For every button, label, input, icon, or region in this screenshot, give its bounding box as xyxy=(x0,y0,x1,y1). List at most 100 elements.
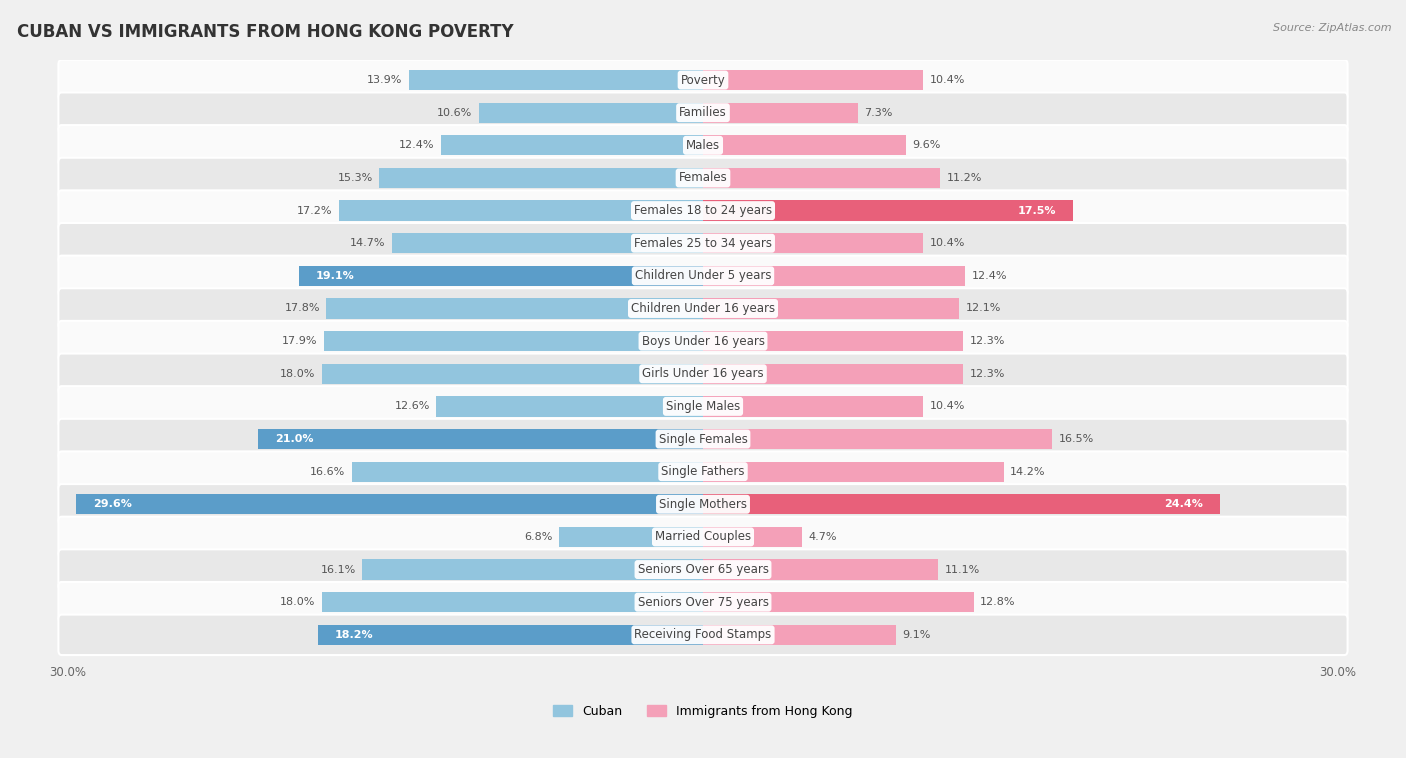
Text: 17.5%: 17.5% xyxy=(1018,205,1056,215)
Text: 18.2%: 18.2% xyxy=(335,630,373,640)
Text: Children Under 16 years: Children Under 16 years xyxy=(631,302,775,315)
Bar xyxy=(703,331,963,351)
Text: 9.1%: 9.1% xyxy=(903,630,931,640)
Text: Children Under 5 years: Children Under 5 years xyxy=(634,269,772,283)
Text: 21.0%: 21.0% xyxy=(276,434,314,444)
Text: Single Fathers: Single Fathers xyxy=(661,465,745,478)
FancyBboxPatch shape xyxy=(59,288,1347,329)
Bar xyxy=(703,70,924,90)
FancyBboxPatch shape xyxy=(59,582,1347,622)
Text: 30.0%: 30.0% xyxy=(1320,666,1357,679)
Text: Receiving Food Stamps: Receiving Food Stamps xyxy=(634,628,772,641)
FancyBboxPatch shape xyxy=(59,550,1347,590)
Bar xyxy=(703,233,924,253)
Bar xyxy=(703,429,1052,449)
Text: 18.0%: 18.0% xyxy=(280,597,315,607)
Text: 17.2%: 17.2% xyxy=(297,205,333,215)
Text: 16.1%: 16.1% xyxy=(321,565,356,575)
Text: 10.6%: 10.6% xyxy=(437,108,472,117)
Text: Seniors Over 75 years: Seniors Over 75 years xyxy=(637,596,769,609)
FancyBboxPatch shape xyxy=(59,92,1347,133)
FancyBboxPatch shape xyxy=(59,190,1347,231)
Text: 6.8%: 6.8% xyxy=(524,532,553,542)
Bar xyxy=(703,102,858,123)
Bar xyxy=(703,299,959,318)
Text: 19.1%: 19.1% xyxy=(315,271,354,281)
Bar xyxy=(380,168,703,188)
Text: Single Males: Single Males xyxy=(666,400,740,413)
Bar xyxy=(703,364,963,384)
Text: Seniors Over 65 years: Seniors Over 65 years xyxy=(637,563,769,576)
Text: Families: Families xyxy=(679,106,727,119)
Bar xyxy=(322,592,703,612)
Bar xyxy=(703,462,1004,482)
FancyBboxPatch shape xyxy=(59,255,1347,296)
Bar xyxy=(409,70,703,90)
Bar xyxy=(703,494,1219,515)
Text: Single Mothers: Single Mothers xyxy=(659,498,747,511)
Bar xyxy=(703,135,907,155)
FancyBboxPatch shape xyxy=(59,418,1347,459)
Text: Females 25 to 34 years: Females 25 to 34 years xyxy=(634,236,772,249)
Text: 13.9%: 13.9% xyxy=(367,75,402,85)
Bar xyxy=(363,559,703,580)
FancyBboxPatch shape xyxy=(59,125,1347,165)
Text: 11.2%: 11.2% xyxy=(946,173,981,183)
Bar xyxy=(298,266,703,286)
FancyBboxPatch shape xyxy=(59,353,1347,394)
Bar xyxy=(318,625,703,645)
Text: 12.4%: 12.4% xyxy=(972,271,1007,281)
Legend: Cuban, Immigrants from Hong Kong: Cuban, Immigrants from Hong Kong xyxy=(548,700,858,723)
Text: 18.0%: 18.0% xyxy=(280,368,315,379)
Text: Poverty: Poverty xyxy=(681,74,725,86)
Bar xyxy=(326,299,703,318)
Text: Boys Under 16 years: Boys Under 16 years xyxy=(641,334,765,348)
FancyBboxPatch shape xyxy=(59,321,1347,362)
Bar xyxy=(703,625,896,645)
Bar xyxy=(703,200,1073,221)
Bar xyxy=(436,396,703,416)
Text: 12.3%: 12.3% xyxy=(970,336,1005,346)
Text: 30.0%: 30.0% xyxy=(49,666,86,679)
Text: 12.3%: 12.3% xyxy=(970,368,1005,379)
Text: 12.6%: 12.6% xyxy=(395,402,430,412)
Bar xyxy=(703,527,803,547)
Text: 11.1%: 11.1% xyxy=(945,565,980,575)
Text: Married Couples: Married Couples xyxy=(655,531,751,543)
Text: Females 18 to 24 years: Females 18 to 24 years xyxy=(634,204,772,217)
Bar xyxy=(322,364,703,384)
Text: 10.4%: 10.4% xyxy=(929,238,965,248)
FancyBboxPatch shape xyxy=(59,386,1347,427)
Bar xyxy=(392,233,703,253)
Text: 12.1%: 12.1% xyxy=(966,303,1001,314)
Bar xyxy=(440,135,703,155)
Text: 12.4%: 12.4% xyxy=(399,140,434,150)
Bar xyxy=(703,168,941,188)
Text: 16.5%: 16.5% xyxy=(1059,434,1094,444)
Text: Girls Under 16 years: Girls Under 16 years xyxy=(643,368,763,381)
Bar xyxy=(560,527,703,547)
FancyBboxPatch shape xyxy=(59,158,1347,198)
FancyBboxPatch shape xyxy=(59,517,1347,557)
Bar xyxy=(259,429,703,449)
FancyBboxPatch shape xyxy=(59,484,1347,525)
Text: Males: Males xyxy=(686,139,720,152)
Text: 17.9%: 17.9% xyxy=(283,336,318,346)
Text: CUBAN VS IMMIGRANTS FROM HONG KONG POVERTY: CUBAN VS IMMIGRANTS FROM HONG KONG POVER… xyxy=(17,23,513,41)
Bar xyxy=(703,396,924,416)
Bar xyxy=(703,559,938,580)
Text: 14.7%: 14.7% xyxy=(350,238,385,248)
Text: 14.2%: 14.2% xyxy=(1010,467,1046,477)
Text: 4.7%: 4.7% xyxy=(808,532,838,542)
FancyBboxPatch shape xyxy=(59,452,1347,492)
Bar xyxy=(76,494,703,515)
Text: 29.6%: 29.6% xyxy=(93,500,132,509)
Text: 17.8%: 17.8% xyxy=(284,303,319,314)
Text: Single Females: Single Females xyxy=(658,433,748,446)
FancyBboxPatch shape xyxy=(59,615,1347,655)
Text: 16.6%: 16.6% xyxy=(309,467,346,477)
Text: 10.4%: 10.4% xyxy=(929,402,965,412)
Bar xyxy=(703,266,966,286)
Text: 7.3%: 7.3% xyxy=(863,108,893,117)
Text: 12.8%: 12.8% xyxy=(980,597,1015,607)
